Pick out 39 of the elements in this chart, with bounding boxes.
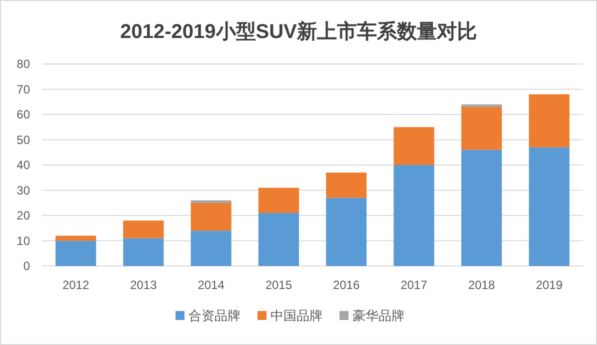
x-tick-label: 2016: [332, 278, 360, 292]
bar: [190, 230, 232, 266]
bar: [394, 127, 434, 165]
bar: [56, 236, 96, 241]
x-tick-label: 2013: [130, 278, 158, 292]
bar: [326, 172, 367, 198]
y-tick-label: 70: [16, 82, 30, 96]
y-tick-label: 0: [23, 259, 30, 273]
bar: [258, 188, 299, 213]
y-tick-label: 30: [16, 183, 30, 198]
bar: [528, 94, 570, 148]
bar: [394, 165, 434, 266]
x-tick-label: 2017: [400, 278, 428, 292]
y-tick-label: 40: [16, 158, 30, 172]
bar: [461, 104, 502, 107]
bar: [190, 202, 232, 231]
x-tick-label: 2019: [536, 278, 563, 292]
legend-label: 中国品牌: [270, 308, 322, 323]
chart-title: 2012-2019小型SUV新上市车系数量对比: [120, 20, 477, 43]
x-tick-label: 2015: [265, 278, 292, 292]
y-tick-label: 80: [16, 57, 30, 71]
bar: [123, 238, 164, 266]
bar: [190, 200, 232, 203]
bar: [528, 147, 570, 266]
bar: [461, 150, 502, 266]
y-tick-label: 10: [16, 234, 30, 248]
x-tick-label: 2018: [468, 278, 496, 292]
legend-label: 豪华品牌: [352, 308, 404, 323]
bar: [326, 198, 367, 266]
y-tick-label: 20: [16, 208, 30, 222]
bar: [123, 220, 164, 238]
bar: [461, 106, 502, 150]
x-tick-label: 2014: [198, 278, 225, 292]
bar: [258, 212, 299, 266]
x-tick-label: 2012: [62, 278, 90, 292]
y-tick-label: 60: [16, 108, 30, 122]
legend-label: 合资品牌: [188, 308, 240, 323]
bar: [56, 240, 96, 266]
y-tick-label: 50: [16, 132, 30, 147]
